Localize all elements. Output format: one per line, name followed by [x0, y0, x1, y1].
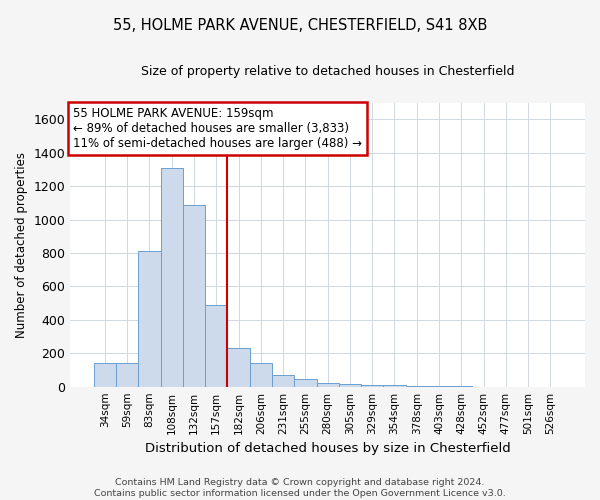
Bar [161, 168, 183, 386]
Bar [250, 364, 272, 386]
Bar [272, 375, 294, 386]
Bar [361, 385, 383, 386]
Text: Contains HM Land Registry data © Crown copyright and database right 2024.
Contai: Contains HM Land Registry data © Crown c… [94, 478, 506, 498]
Bar [138, 252, 161, 386]
Text: 55, HOLME PARK AVENUE, CHESTERFIELD, S41 8XB: 55, HOLME PARK AVENUE, CHESTERFIELD, S41… [113, 18, 487, 32]
Text: 55 HOLME PARK AVENUE: 159sqm
← 89% of detached houses are smaller (3,833)
11% of: 55 HOLME PARK AVENUE: 159sqm ← 89% of de… [73, 107, 362, 150]
Y-axis label: Number of detached properties: Number of detached properties [15, 152, 28, 338]
Bar [94, 364, 116, 386]
X-axis label: Distribution of detached houses by size in Chesterfield: Distribution of detached houses by size … [145, 442, 511, 455]
Title: Size of property relative to detached houses in Chesterfield: Size of property relative to detached ho… [141, 65, 514, 78]
Bar [205, 305, 227, 386]
Bar [227, 348, 250, 387]
Bar [339, 384, 361, 386]
Bar [294, 379, 317, 386]
Bar [183, 204, 205, 386]
Bar [317, 384, 339, 386]
Bar [116, 364, 138, 386]
